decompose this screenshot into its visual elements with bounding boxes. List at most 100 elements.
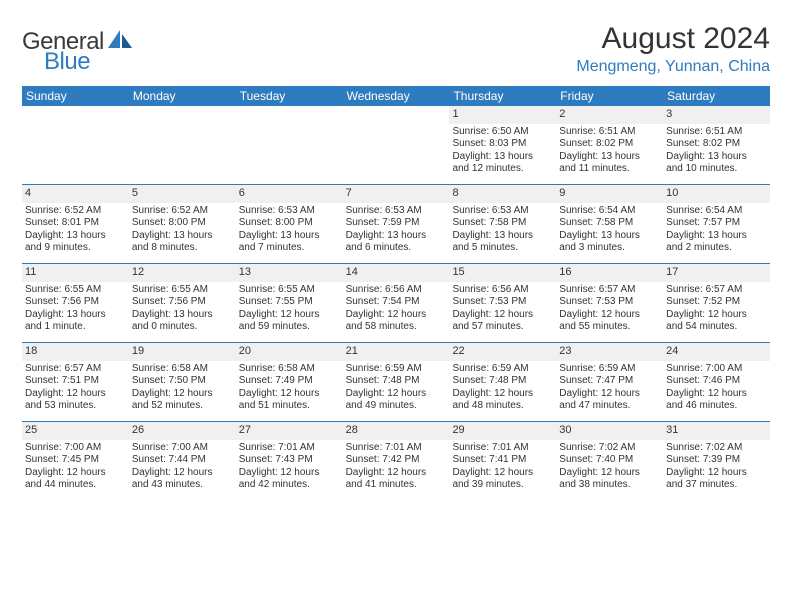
day-cell: 20Sunrise: 6:58 AMSunset: 7:49 PMDayligh… xyxy=(236,343,343,421)
daylight-text: and 54 minutes. xyxy=(666,321,767,334)
daylight-text: and 0 minutes. xyxy=(132,321,233,334)
day-number: 10 xyxy=(663,185,770,203)
day-cell: 17 Sunrise: 6:57 AMSunset: 7:52 PMDayligh… xyxy=(663,264,770,342)
sunrise-text: Sunrise: 7:00 AM xyxy=(132,442,233,455)
sunrise-text: Sunrise: 6:55 AM xyxy=(25,284,126,297)
daylight-text: and 51 minutes. xyxy=(239,400,340,413)
daylight-text: and 11 minutes. xyxy=(559,163,660,176)
daylight-text: Daylight: 12 hours xyxy=(25,467,126,480)
sunset-text: Sunset: 8:01 PM xyxy=(25,217,126,230)
brand-word2: Blue xyxy=(44,48,90,76)
sunset-text: Sunset: 7:52 PM xyxy=(666,296,767,309)
sunset-text: Sunset: 7:57 PM xyxy=(666,217,767,230)
daylight-text: Daylight: 12 hours xyxy=(346,467,447,480)
day-cell: 1Sunrise: 6:50 AMSunset: 8:03 PMDaylight… xyxy=(449,106,556,184)
day-cell: 25Sunrise: 7:00 AMSunset: 7:45 PMDayligh… xyxy=(22,422,129,500)
day-number: 18 xyxy=(22,343,129,361)
daylight-text: and 6 minutes. xyxy=(346,242,447,255)
day-number: 17 xyxy=(663,264,770,282)
day-cell: 30Sunrise: 7:02 AMSunset: 7:40 PMDayligh… xyxy=(556,422,663,500)
day-cell: 12Sunrise: 6:55 AMSunset: 7:56 PMDayligh… xyxy=(129,264,236,342)
header-right: August 2024 Mengmeng, Yunnan, China xyxy=(576,22,770,76)
daylight-text: Daylight: 13 hours xyxy=(559,151,660,164)
sunset-text: Sunset: 7:49 PM xyxy=(239,375,340,388)
daylight-text: Daylight: 13 hours xyxy=(452,230,553,243)
daylight-text: Daylight: 12 hours xyxy=(559,309,660,322)
sunrise-text: Sunrise: 6:56 AM xyxy=(346,284,447,297)
daylight-text: and 5 minutes. xyxy=(452,242,553,255)
day-cell: 9Sunrise: 6:54 AMSunset: 7:58 PMDaylight… xyxy=(556,185,663,263)
daylight-text: and 42 minutes. xyxy=(239,479,340,492)
daylight-text: and 38 minutes. xyxy=(559,479,660,492)
day-cell: 28Sunrise: 7:01 AMSunset: 7:42 PMDayligh… xyxy=(343,422,450,500)
sunset-text: Sunset: 8:02 PM xyxy=(559,138,660,151)
day-number: 11 xyxy=(22,264,129,282)
daylight-text: and 58 minutes. xyxy=(346,321,447,334)
sunrise-text: Sunrise: 7:01 AM xyxy=(239,442,340,455)
day-cell xyxy=(22,106,129,184)
day-number-empty xyxy=(22,106,129,124)
sunrise-text: Sunrise: 6:57 AM xyxy=(666,284,767,297)
day-cell: 6Sunrise: 6:53 AMSunset: 8:00 PMDaylight… xyxy=(236,185,343,263)
sunrise-text: Sunrise: 6:59 AM xyxy=(452,363,553,376)
daylight-text: Daylight: 12 hours xyxy=(666,309,767,322)
dow-thu: Thursday xyxy=(449,86,556,106)
daylight-text: Daylight: 12 hours xyxy=(346,309,447,322)
sunset-text: Sunset: 7:48 PM xyxy=(452,375,553,388)
sunrise-text: Sunrise: 6:52 AM xyxy=(25,205,126,218)
day-number: 30 xyxy=(556,422,663,440)
daylight-text: Daylight: 12 hours xyxy=(452,309,553,322)
sunrise-text: Sunrise: 6:59 AM xyxy=(559,363,660,376)
day-of-week-row: Sunday Monday Tuesday Wednesday Thursday… xyxy=(22,86,770,106)
sunrise-text: Sunrise: 6:52 AM xyxy=(132,205,233,218)
daylight-text: Daylight: 12 hours xyxy=(346,388,447,401)
day-number: 26 xyxy=(129,422,236,440)
daylight-text: Daylight: 12 hours xyxy=(666,467,767,480)
day-number: 28 xyxy=(343,422,450,440)
day-number: 27 xyxy=(236,422,343,440)
day-number: 31 xyxy=(663,422,770,440)
daylight-text: Daylight: 12 hours xyxy=(452,467,553,480)
sunrise-text: Sunrise: 7:01 AM xyxy=(452,442,553,455)
daylight-text: Daylight: 12 hours xyxy=(239,309,340,322)
daylight-text: and 47 minutes. xyxy=(559,400,660,413)
sunrise-text: Sunrise: 7:00 AM xyxy=(25,442,126,455)
daylight-text: and 59 minutes. xyxy=(239,321,340,334)
day-number-empty xyxy=(236,106,343,124)
day-number: 22 xyxy=(449,343,556,361)
dow-wed: Wednesday xyxy=(343,86,450,106)
daylight-text: and 43 minutes. xyxy=(132,479,233,492)
day-number: 12 xyxy=(129,264,236,282)
sunset-text: Sunset: 7:48 PM xyxy=(346,375,447,388)
month-title: August 2024 xyxy=(576,22,770,56)
daylight-text: and 53 minutes. xyxy=(25,400,126,413)
logo-sail-icon xyxy=(106,28,134,48)
day-number: 5 xyxy=(129,185,236,203)
day-number: 20 xyxy=(236,343,343,361)
day-number: 25 xyxy=(22,422,129,440)
day-number: 1 xyxy=(449,106,556,124)
daylight-text: Daylight: 12 hours xyxy=(559,467,660,480)
dow-fri: Friday xyxy=(556,86,663,106)
day-cell: 13Sunrise: 6:55 AMSunset: 7:55 PMDayligh… xyxy=(236,264,343,342)
sunset-text: Sunset: 7:44 PM xyxy=(132,454,233,467)
sunset-text: Sunset: 7:50 PM xyxy=(132,375,233,388)
day-cell: 3Sunrise: 6:51 AMSunset: 8:02 PMDaylight… xyxy=(663,106,770,184)
daylight-text: Daylight: 13 hours xyxy=(239,230,340,243)
sunset-text: Sunset: 7:54 PM xyxy=(346,296,447,309)
sunrise-text: Sunrise: 7:02 AM xyxy=(559,442,660,455)
dow-tue: Tuesday xyxy=(236,86,343,106)
day-cell: 2Sunrise: 6:51 AMSunset: 8:02 PMDaylight… xyxy=(556,106,663,184)
sunrise-text: Sunrise: 6:59 AM xyxy=(346,363,447,376)
day-cell: 10Sunrise: 6:54 AMSunset: 7:57 PMDayligh… xyxy=(663,185,770,263)
day-cell: 23Sunrise: 6:59 AMSunset: 7:47 PMDayligh… xyxy=(556,343,663,421)
day-cell: 5Sunrise: 6:52 AMSunset: 8:00 PMDaylight… xyxy=(129,185,236,263)
daylight-text: and 1 minute. xyxy=(25,321,126,334)
week-row: 1Sunrise: 6:50 AMSunset: 8:03 PMDaylight… xyxy=(22,106,770,185)
sunrise-text: Sunrise: 6:58 AM xyxy=(239,363,340,376)
day-number: 19 xyxy=(129,343,236,361)
day-number: 6 xyxy=(236,185,343,203)
calendar-body: 1Sunrise: 6:50 AMSunset: 8:03 PMDaylight… xyxy=(22,106,770,500)
daylight-text: and 9 minutes. xyxy=(25,242,126,255)
day-number: 4 xyxy=(22,185,129,203)
